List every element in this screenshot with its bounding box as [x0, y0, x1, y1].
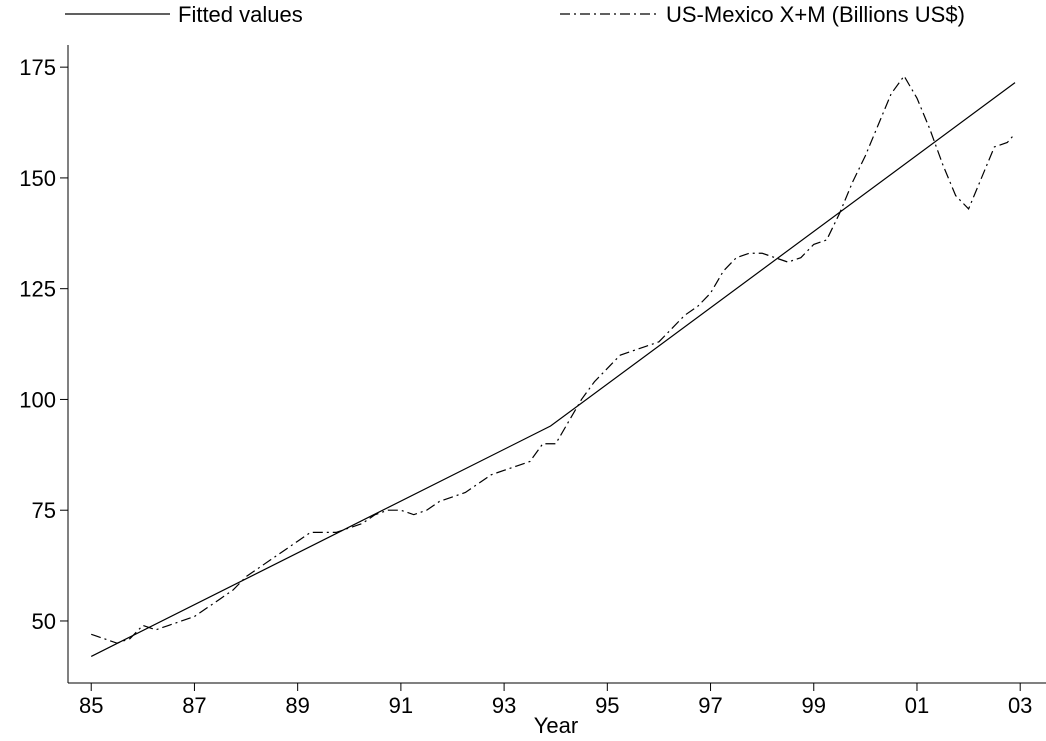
y-tick-label: 100	[19, 387, 56, 412]
legend-label: US-Mexico X+M (Billions US$)	[666, 2, 965, 27]
y-tick-label: 50	[32, 609, 56, 634]
x-tick-label: 93	[492, 693, 516, 718]
x-tick-label: 97	[698, 693, 722, 718]
y-tick-label: 175	[19, 55, 56, 80]
x-tick-label: 85	[79, 693, 103, 718]
y-tick-label: 75	[32, 498, 56, 523]
x-tick-label: 01	[905, 693, 929, 718]
x-axis-label: Year	[534, 713, 578, 738]
y-tick-label: 150	[19, 166, 56, 191]
x-tick-label: 91	[389, 693, 413, 718]
x-tick-label: 89	[285, 693, 309, 718]
x-tick-label: 99	[802, 693, 826, 718]
x-tick-label: 95	[595, 693, 619, 718]
series-line	[90, 82, 1016, 657]
legend-label: Fitted values	[178, 2, 303, 27]
y-tick-label: 125	[19, 277, 56, 302]
x-tick-label: 87	[182, 693, 206, 718]
x-tick-label: 03	[1008, 693, 1032, 718]
series-line	[91, 74, 1016, 644]
